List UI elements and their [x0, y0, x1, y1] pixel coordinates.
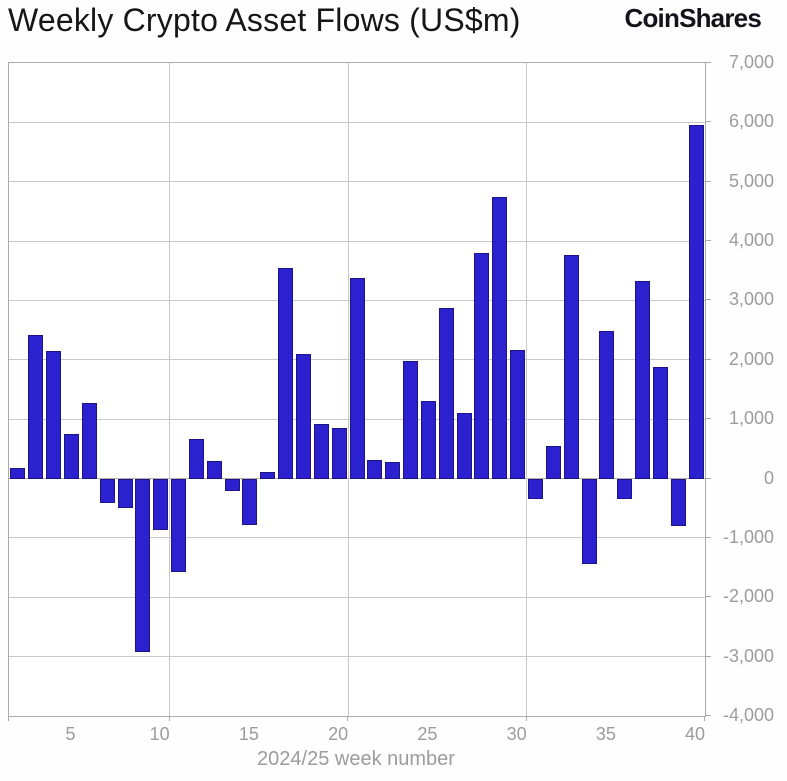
bar-week-7 [99, 478, 115, 503]
bar-week-39 [670, 478, 686, 527]
bar-week-18 [295, 354, 311, 479]
y-tick-mark [705, 655, 711, 657]
bar-week-3 [28, 334, 44, 479]
y-tick-mark [705, 240, 711, 242]
bar-week-10 [153, 478, 169, 531]
bar-week-16 [260, 472, 276, 479]
bar-week-37 [635, 281, 651, 479]
y-tick-label: 5,000 [728, 170, 774, 191]
y-tick-mark [705, 418, 711, 420]
bar-week-33 [563, 254, 579, 479]
bar-week-34 [581, 478, 597, 564]
x-tick-label: 25 [417, 724, 438, 744]
y-tick-mark [705, 180, 711, 182]
bar-week-20 [331, 427, 347, 479]
y-tick-mark [705, 715, 711, 716]
coinshares-logo: CoinShares [624, 3, 762, 33]
bar-week-40 [688, 125, 704, 479]
y-tick-mark [705, 358, 711, 360]
y-tick-label: -1,000 [722, 526, 774, 547]
y-tick-mark [705, 536, 711, 538]
bar-week-2 [10, 467, 26, 479]
bar-week-24 [403, 361, 419, 479]
y-gridline [9, 596, 705, 598]
y-tick-mark [705, 596, 711, 598]
bar-week-35 [599, 331, 615, 479]
bar-week-8 [117, 478, 133, 509]
y-tick-label: -2,000 [722, 586, 774, 607]
x-tick-label: 30 [506, 724, 527, 744]
bar-week-5 [63, 434, 79, 479]
y-tick-label: 6,000 [728, 111, 774, 132]
y-tick-label: 0 [763, 467, 774, 488]
bar-week-38 [652, 366, 668, 479]
x-gridline [169, 63, 171, 716]
bar-week-36 [617, 478, 633, 500]
y-tick-label: 2,000 [728, 348, 774, 369]
bar-week-12 [188, 439, 204, 479]
y-tick-label: 3,000 [728, 289, 774, 310]
bar-week-9 [135, 478, 151, 653]
bar-week-6 [81, 403, 97, 479]
bar-week-26 [438, 308, 454, 479]
y-tick-label: 4,000 [728, 230, 774, 251]
bar-week-28 [474, 252, 490, 479]
y-gridline [9, 656, 705, 658]
bar-week-23 [385, 462, 401, 479]
bar-week-31 [527, 478, 543, 500]
zero-gridline [9, 478, 705, 480]
y-tick-mark [705, 121, 711, 123]
x-tick-mark [525, 716, 527, 721]
bar-week-13 [206, 461, 222, 479]
x-tick-label: 10 [149, 724, 170, 744]
x-gridline [526, 63, 528, 716]
x-tick-label: 15 [238, 724, 259, 744]
bar-week-27 [456, 412, 472, 479]
plot-area [8, 62, 706, 717]
bar-week-25 [420, 401, 436, 479]
bar-week-11 [171, 478, 187, 573]
bar-week-29 [492, 196, 508, 479]
y-tick-mark [705, 62, 711, 63]
x-tick-label: 5 [65, 724, 76, 744]
x-tick-mark [8, 716, 9, 721]
y-gridline [9, 537, 705, 539]
y-gridline [9, 121, 705, 123]
y-tick-mark [705, 299, 711, 301]
y-gridline [9, 181, 705, 183]
y-tick-label: -4,000 [722, 705, 774, 725]
bar-week-17 [278, 267, 294, 479]
bar-week-14 [224, 478, 240, 491]
y-tick-label: -3,000 [722, 645, 774, 666]
bar-week-22 [367, 460, 383, 479]
bar-week-19 [313, 423, 329, 479]
bar-week-21 [349, 278, 365, 479]
x-axis-title: 2024/25 week number [257, 748, 455, 770]
x-tick-mark [168, 716, 170, 721]
y-tick-mark [705, 477, 711, 479]
y-tick-label: 1,000 [728, 408, 774, 429]
y-tick-label: 7,000 [728, 52, 774, 72]
x-gridline [347, 63, 349, 716]
x-tick-label: 20 [328, 724, 349, 744]
x-tick-mark [347, 716, 349, 721]
bar-week-4 [46, 350, 62, 479]
x-tick-mark [704, 716, 705, 721]
x-tick-label: 35 [595, 724, 616, 744]
y-gridline [9, 240, 705, 242]
bar-week-15 [242, 478, 258, 526]
bar-week-32 [545, 445, 561, 479]
chart-title: Weekly Crypto Asset Flows (US$m) [8, 2, 521, 38]
x-tick-label: 40 [685, 724, 706, 744]
bar-week-30 [510, 350, 526, 479]
